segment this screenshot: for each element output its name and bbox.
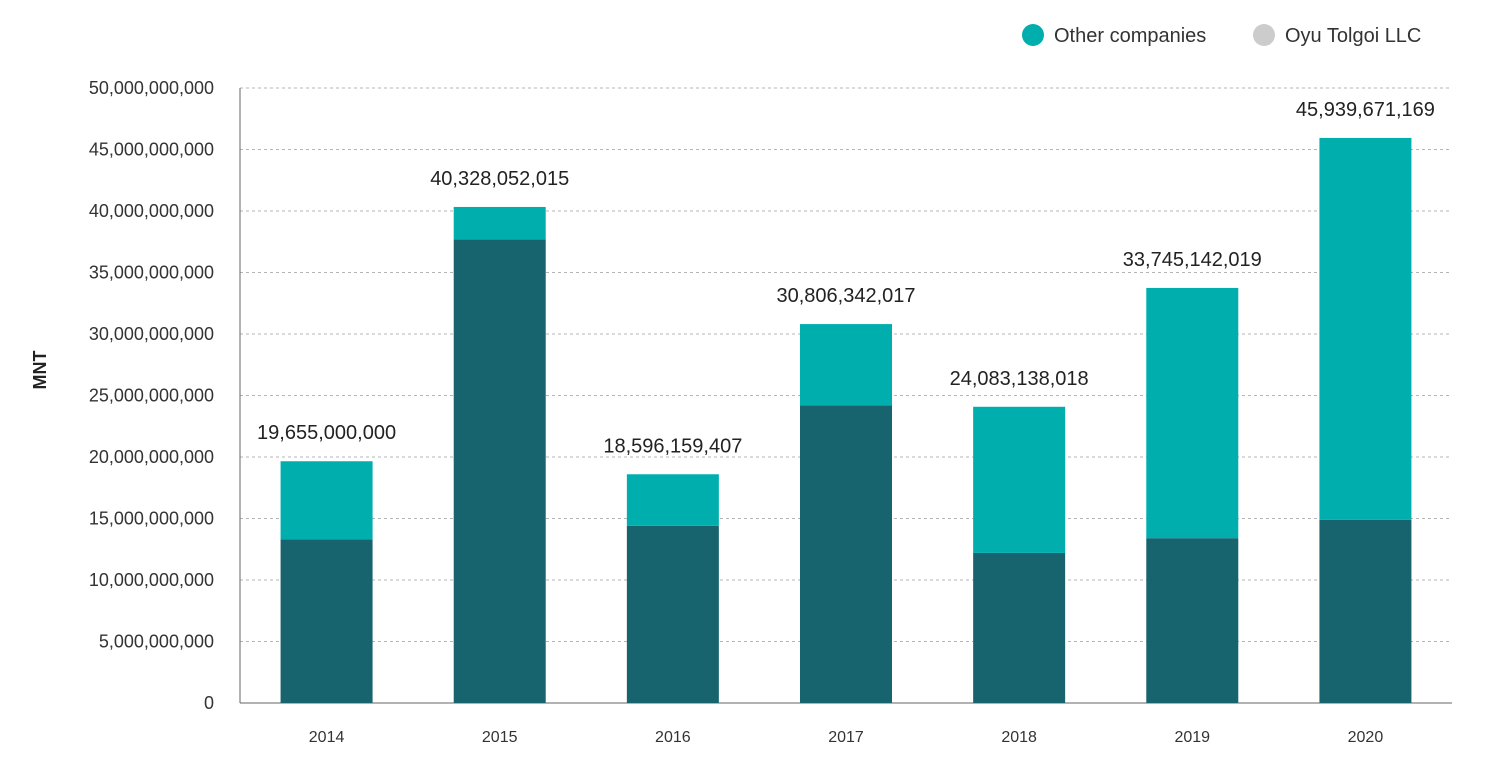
legend-label: Oyu Tolgoi LLC: [1285, 25, 1421, 47]
bar-oyu-tolgoi-2014: [280, 539, 373, 703]
total-label-2020: 45,939,671,169: [1296, 99, 1435, 121]
total-labels: 19,655,000,000 40,328,052,015 18,596,159,4…: [257, 99, 1435, 457]
bar-oyu-tolgoi-2019: [1146, 538, 1239, 703]
y-tick-label: 35,000,000,000: [89, 263, 214, 283]
bars: [280, 137, 1412, 704]
total-label-2015: 40,328,052,015: [430, 168, 569, 190]
x-tick-label-2016: 2016: [655, 729, 691, 746]
bar-other-companies-2014: [280, 461, 373, 540]
total-label-2017: 30,806,342,017: [776, 285, 915, 307]
bar-other-companies-2019: [1146, 287, 1239, 539]
x-tick-label-2015: 2015: [482, 729, 518, 746]
y-tick-label: 25,000,000,000: [89, 386, 214, 406]
x-tick-labels: 2014 2015 2016 2017 2018 2019 2020: [309, 729, 1384, 746]
y-tick-label: 45,000,000,000: [89, 140, 214, 160]
bar-other-companies-2020: [1319, 137, 1412, 520]
y-tick-label: 50,000,000,000: [89, 78, 214, 98]
y-tick-labels: 0 5,000,000,000 10,000,000,000 15,000,000,0…: [89, 78, 214, 713]
x-tick-label-2014: 2014: [309, 729, 345, 746]
legend-item: Oyu Tolgoi LLC: [1253, 24, 1421, 47]
bar-oyu-tolgoi-2015: [453, 239, 546, 704]
total-label-2016: 18,596,159,407: [603, 435, 742, 457]
legend-label: Other companies: [1054, 25, 1206, 47]
total-label-2014: 19,655,000,000: [257, 422, 396, 444]
legend-item: Other companies: [1022, 24, 1206, 47]
y-tick-label: 0: [204, 693, 214, 713]
bar-oyu-tolgoi-2018: [973, 552, 1066, 703]
total-label-2019: 33,745,142,019: [1123, 249, 1262, 271]
legend-swatch: [1253, 24, 1275, 46]
bar-other-companies-2018: [973, 406, 1066, 553]
bar-oyu-tolgoi-2020: [1319, 519, 1412, 703]
y-axis-title: MNT: [30, 351, 50, 390]
y-tick-label: 40,000,000,000: [89, 201, 214, 221]
bar-other-companies-2016: [626, 474, 719, 526]
x-tick-label-2017: 2017: [828, 729, 864, 746]
x-tick-label-2020: 2020: [1348, 729, 1384, 746]
bar-oyu-tolgoi-2017: [800, 405, 892, 703]
x-tick-label-2018: 2018: [1001, 729, 1037, 746]
y-tick-label: 10,000,000,000: [89, 570, 214, 590]
y-tick-label: 30,000,000,000: [89, 324, 214, 344]
y-tick-label: 5,000,000,000: [99, 632, 214, 652]
bar-oyu-tolgoi-2016: [626, 525, 719, 703]
x-tick-label-2019: 2019: [1174, 729, 1210, 746]
total-label-2018: 24,083,138,018: [950, 368, 1089, 390]
bar-other-companies-2017: [800, 324, 892, 406]
legend-swatch: [1022, 24, 1044, 46]
y-tick-label: 15,000,000,000: [89, 509, 214, 529]
y-tick-label: 20,000,000,000: [89, 447, 214, 467]
legend: Other companies Oyu Tolgoi LLC: [1022, 24, 1421, 47]
bar-other-companies-2015: [453, 206, 546, 240]
